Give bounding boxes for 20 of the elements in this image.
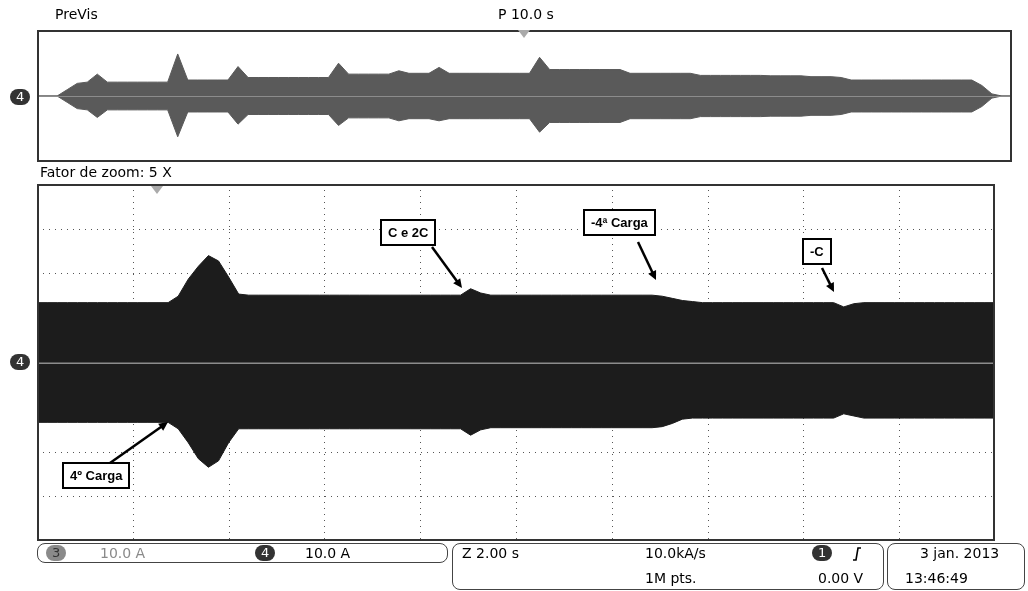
text: 4 [10,354,31,370]
text: 10.0kA/s [645,545,706,561]
chart-title: Fator de zoom: 5 X [40,164,172,180]
text: 1M pts. [645,570,697,586]
text: 0.00 V [818,570,864,586]
text: 10.0 A [305,545,351,561]
text: 4º Carga [62,462,131,489]
chart-title: PreVis [55,6,98,22]
text: -4ª Carga [583,209,656,236]
text: 4 [10,89,31,105]
text: 1 [812,545,833,561]
text: 10.0 A [100,545,146,561]
text: C e 2C [380,219,437,246]
text: 4 [255,545,276,561]
text: Z 2.00 s [462,545,519,561]
text: 13:46:49 [905,570,968,586]
chart-subtitle: P 10.0 s [498,6,554,22]
text: 3 jan. 2013 [920,545,1000,561]
text: 3 [46,545,67,561]
annotation: -C [802,238,832,265]
